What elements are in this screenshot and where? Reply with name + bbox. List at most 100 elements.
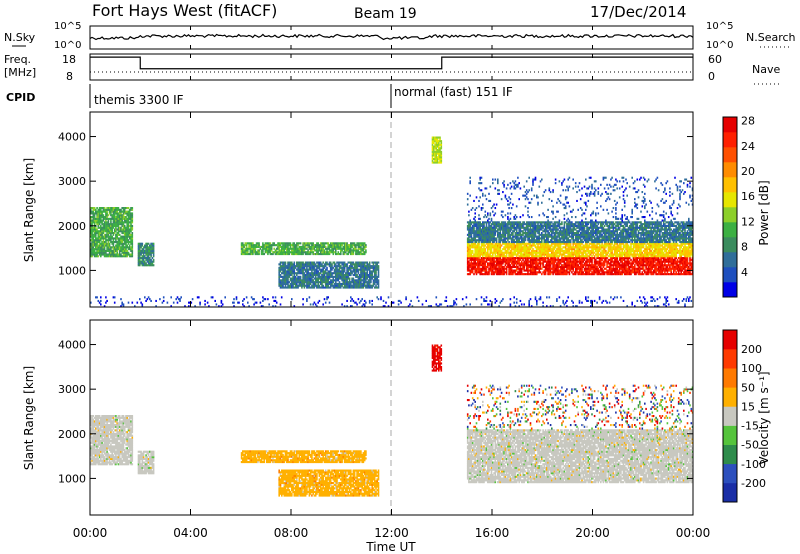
power-cells-cell [554, 233, 557, 236]
power-cells-cell [522, 226, 524, 229]
power-cells-cell [574, 265, 577, 268]
power-cells-cell [282, 268, 284, 271]
power-cells-cell [483, 257, 485, 260]
power-cells-cell [144, 255, 146, 258]
power-cells-cell [376, 261, 378, 264]
power-cells-cell [557, 265, 559, 268]
power-cells-cell [338, 253, 341, 256]
power-cells-cell [346, 253, 348, 256]
power-cells-cell [340, 244, 342, 247]
power-cells-cell [368, 272, 371, 275]
noise-right-tick-bottom: 10^0 [706, 40, 733, 51]
power-cells-cell [343, 265, 346, 268]
power-cells-cell [495, 260, 498, 263]
power-cells-cell [258, 253, 260, 256]
power-cells-cell [335, 275, 337, 278]
power-cells-cell [539, 242, 542, 245]
power-cells-cell [98, 212, 101, 215]
power-cells-cell [466, 264, 469, 267]
power-cells-cell [497, 230, 499, 233]
power-cells-cell [373, 266, 376, 269]
power-cells-cell [568, 241, 571, 244]
power-cells-cell [502, 230, 504, 233]
power-cells-cell [572, 251, 574, 254]
power-cells-cell [567, 233, 569, 236]
power-cells-cell [337, 272, 340, 275]
power-cells-cell [564, 249, 567, 252]
power-cells-cell [495, 223, 498, 226]
power-cells-cell [542, 233, 544, 236]
power-cells-cell [341, 270, 343, 273]
power-cells-cell [332, 281, 335, 284]
power-cells-cell [578, 273, 581, 276]
power-cells-cell [520, 235, 523, 238]
power-cells-cell [522, 246, 524, 249]
power-cells-cell [522, 253, 524, 256]
power-cells-cell [343, 282, 346, 285]
power-cells-cell [351, 251, 353, 254]
power-cells-cell [131, 232, 134, 235]
power-cells-cell [90, 239, 92, 242]
power-cells-cell [361, 247, 363, 250]
power-cells-cell [267, 247, 269, 250]
power-cells-cell [493, 249, 495, 252]
power-cells-cell [341, 261, 343, 264]
power-cells-cell [483, 253, 485, 256]
power-cells-cell [564, 271, 567, 274]
power-cells-cell [356, 274, 358, 277]
power-cells-cell [286, 277, 288, 280]
power-cells-cell [563, 232, 566, 235]
power-cells-cell [375, 270, 377, 273]
power-cells-cell [284, 286, 287, 289]
power-cells-cell [318, 261, 321, 264]
power-cells-cell [106, 217, 108, 220]
power-cells-cell [283, 277, 286, 280]
power-cells-cell [513, 241, 515, 244]
power-cells-cell [112, 207, 115, 210]
power-cells-cell [316, 286, 318, 289]
power-cells-cell [508, 262, 510, 265]
power-cells-cell [499, 265, 502, 268]
power-cells-cell [509, 226, 512, 229]
power-cells-cell [116, 242, 118, 245]
power-cells-cell [116, 224, 118, 227]
power-cells-cell [469, 221, 471, 224]
power-cells-cell [468, 232, 470, 235]
power-cells-cell [91, 207, 93, 210]
power-cells-cell [316, 284, 318, 287]
power-cells-cell [556, 267, 558, 270]
power-cells-cell [571, 230, 573, 233]
power-cells-cell [127, 226, 130, 229]
power-cells-cell [117, 233, 120, 236]
power-cells-cell [577, 257, 579, 260]
power-cells-cell [479, 239, 481, 242]
power-cells-cell [307, 244, 309, 247]
power-cells-cell [368, 268, 371, 271]
power-cells-cell [564, 269, 567, 272]
power-cells-cell [324, 245, 327, 248]
power-cells-cell [561, 273, 563, 276]
power-cells-cell [95, 208, 97, 211]
power-cells-cell [292, 272, 294, 275]
power-cells-cell [473, 233, 475, 236]
power-cells-cell [530, 273, 533, 276]
power-cells-cell [332, 242, 335, 245]
power-cells-cell [308, 253, 311, 256]
power-cells-cell [493, 233, 495, 236]
power-cells-cell [566, 262, 568, 265]
power-cells-cell [313, 265, 316, 268]
power-cells-cell [317, 286, 319, 289]
power-cells-cell [128, 228, 131, 231]
power-cells-cell [543, 223, 546, 226]
power-cells-cell [530, 224, 533, 227]
power-cells-cell [280, 251, 283, 254]
power-cells-cell [495, 230, 498, 233]
power-cells-cell [128, 248, 131, 251]
power-cells-cell [500, 255, 503, 258]
power-cells-cell [525, 249, 528, 252]
power-cells-cell [294, 275, 297, 278]
power-cells-cell [572, 237, 574, 240]
power-cells-cell [97, 216, 100, 219]
power-cells-cell [512, 255, 514, 258]
power-cells-cell [91, 233, 93, 236]
